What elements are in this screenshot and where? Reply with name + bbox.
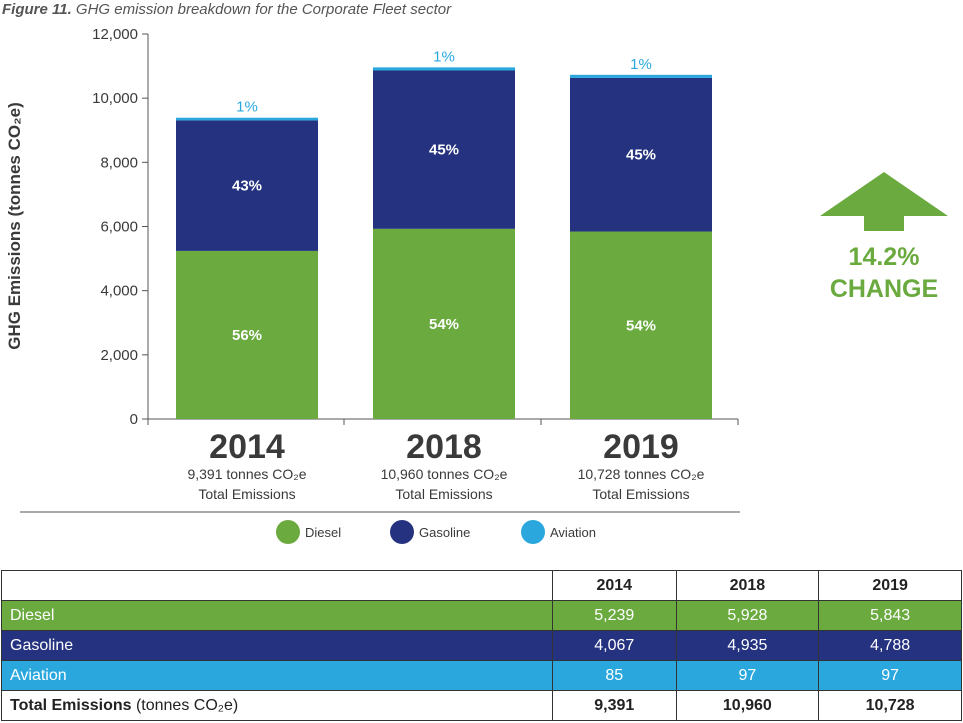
table-header-row: 2014 2018 2019 [1,570,962,601]
bar-diesel-2014 [176,250,318,419]
table-header-2014: 2014 [552,570,677,601]
legend-label-diesel: Diesel [305,525,341,540]
category-label: 2019 [603,428,679,466]
table-row-diesel: Diesel 5,239 5,928 5,843 [1,600,962,631]
category-total: 10,960 tonnes CO₂e [381,466,508,482]
table-header-2018: 2018 [675,570,820,601]
total-label-unit: (tonnes CO₂e) [131,696,239,714]
data-label-aviation: 1% [236,99,258,116]
cell-value: 97 [675,660,820,691]
cell-value: 4,788 [818,630,962,661]
category-label: 2018 [406,428,482,466]
bar-aviation-2014 [176,117,318,121]
category-label: 2014 [209,428,285,466]
bar-diesel-2019 [570,231,712,419]
data-label-diesel: 54% [429,316,459,333]
data-label-diesel: 56% [232,327,262,344]
cell-value: 9,391 [552,690,677,721]
bar-aviation-2018 [373,67,515,71]
y-tick-label: 12,000 [92,26,138,43]
stacked-bar-chart: 0 2,000 4,000 6,000 8,000 10,000 12,000 GHG Emi… [5,26,948,544]
data-label-diesel: 54% [626,317,656,334]
figure-number: Figure 11. [2,1,72,18]
y-axis-label: GHG Emissions (tonnes CO₂e) [5,102,24,349]
figure-title: GHG emission breakdown for the Corporate… [75,1,452,18]
bar-gasoline-2014 [176,120,318,251]
figure-caption: Figure 11. GHG emission breakdown for th… [2,1,451,18]
data-label-aviation: 1% [630,56,652,73]
table-row-total: Total Emissions (tonnes CO₂e) 9,391 10,9… [1,690,962,721]
table-header-2019: 2019 [818,570,962,601]
category-total: 10,728 tonnes CO₂e [578,466,705,482]
cell-value: 4,935 [675,630,820,661]
y-tick-label: 8,000 [100,154,138,171]
cell-value: 5,843 [818,600,962,631]
data-label-gasoline: 45% [626,147,656,164]
bar-aviation-2019 [570,74,712,78]
y-tick-label: 2,000 [100,347,138,364]
cell-value: 5,928 [675,600,820,631]
cell-value: 4,067 [552,630,677,661]
legend-swatch-aviation [521,520,545,544]
row-label-total: Total Emissions (tonnes CO₂e) [1,690,553,721]
change-text: CHANGE [830,275,938,303]
row-label: Gasoline [1,630,553,661]
legend-label-aviation: Aviation [550,525,596,540]
cell-value: 5,239 [552,600,677,631]
total-label-bold: Total Emissions [10,696,132,714]
data-label-aviation: 1% [433,48,455,65]
table-header-empty [1,570,553,601]
change-value: 14.2% [849,243,920,271]
y-tick-label: 0 [130,411,138,428]
category-caption: Total Emissions [395,486,492,502]
cell-value: 97 [818,660,962,691]
bar-gasoline-2018 [373,70,515,229]
legend-swatch-diesel [276,520,300,544]
row-label: Diesel [1,600,553,631]
category-total: 9,391 tonnes CO₂e [187,466,306,482]
category-caption: Total Emissions [592,486,689,502]
category-caption: Total Emissions [198,486,295,502]
legend-label-gasoline: Gasoline [419,525,470,540]
cell-value: 10,960 [675,690,820,721]
table-row-gasoline: Gasoline 4,067 4,935 4,788 [1,630,962,661]
cell-value: 10,728 [818,690,962,721]
y-tick-label: 6,000 [100,219,138,236]
up-arrow-icon [820,172,948,231]
legend-swatch-gasoline [390,520,414,544]
row-label: Aviation [1,660,553,691]
y-tick-label: 10,000 [92,90,138,107]
cell-value: 85 [552,660,677,691]
bar-gasoline-2019 [570,77,712,232]
table-row-aviation: Aviation 85 97 97 [1,660,962,691]
data-label-gasoline: 45% [429,142,459,159]
data-label-gasoline: 43% [232,178,262,195]
y-tick-label: 4,000 [100,283,138,300]
bar-diesel-2018 [373,228,515,419]
emissions-table: 2014 2018 2019 Diesel 5,239 5,928 5,843 … [1,570,962,721]
